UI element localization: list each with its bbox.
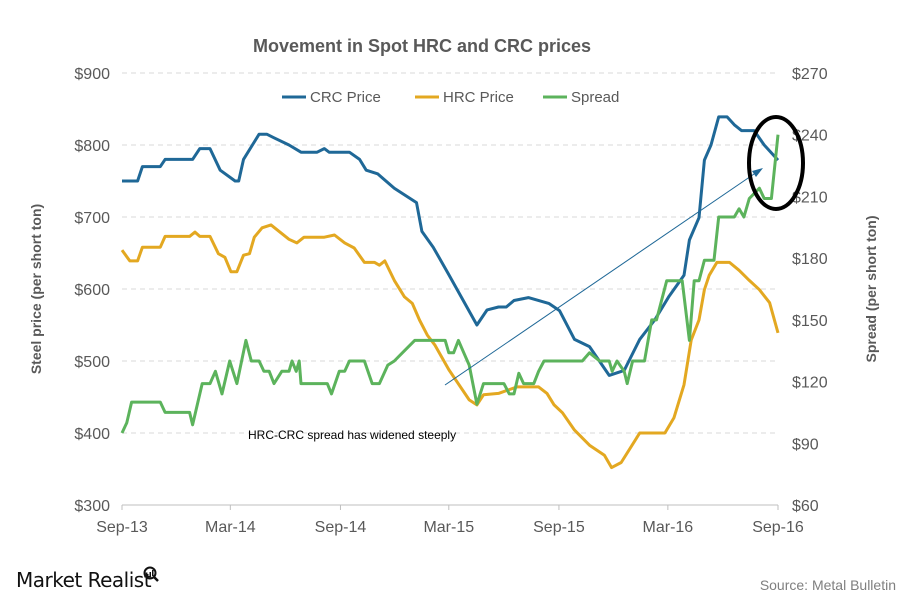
market-realist-logo: Market Realist <box>16 566 159 592</box>
y-tick-label: $800 <box>74 138 110 155</box>
x-tick-label: Sep-14 <box>315 519 367 536</box>
y2-tick-label: $120 <box>792 375 828 392</box>
series-line-spread <box>120 134 780 434</box>
gridlines <box>122 72 778 434</box>
y-tick-label: $900 <box>74 66 110 83</box>
x-tick-label: Mar-16 <box>643 519 694 536</box>
highlight-circle <box>747 115 805 211</box>
y-tick-label: $500 <box>74 354 110 371</box>
annotation-text: HRC-CRC spread has widened steeply <box>248 428 456 442</box>
x-tick-label: Sep-16 <box>752 519 804 536</box>
series-line-hrc-price <box>120 223 780 470</box>
y-axis-label: Steel price (per short ton) <box>28 204 44 374</box>
legend-label-hrc: HRC Price <box>443 89 514 106</box>
series-line-crc-price <box>122 115 780 377</box>
x-tick-label: Sep-15 <box>533 519 585 536</box>
x-tick-label: Mar-15 <box>423 519 474 536</box>
x-axis: Sep-13 Mar-14 Sep-14 Mar-15 Sep-15 Mar-16 Sep-… <box>96 505 804 536</box>
x-tick-label: Sep-13 <box>96 519 148 536</box>
trend-arrow-line <box>444 171 758 386</box>
y2-axis-label: Spread (per short ton) <box>863 215 879 362</box>
source-note: Source: Metal Bulletin <box>760 577 896 593</box>
y2-tick-label: $90 <box>792 436 819 453</box>
legend-label-spread: Spread <box>571 89 619 106</box>
y2-tick-label: $180 <box>792 251 828 268</box>
y2-tick-label: $210 <box>792 189 828 206</box>
logo-text: Market Realist <box>16 568 152 592</box>
y2-tick-label: $270 <box>792 66 828 83</box>
y-tick-label: $400 <box>74 426 110 443</box>
y-tick-label: $700 <box>74 210 110 227</box>
trend-arrow-head <box>752 168 763 177</box>
y2-tick-label: $60 <box>792 498 819 515</box>
y2-tick-label: $150 <box>792 313 828 330</box>
x-tick-label: Mar-14 <box>205 519 256 536</box>
y-axis-right: $270$240$210$180$150$120$90$60 <box>792 66 828 515</box>
series-lines <box>120 115 780 470</box>
y-tick-label: $600 <box>74 282 110 299</box>
legend-label-crc: CRC Price <box>310 89 381 106</box>
magnifier-chart-icon <box>143 566 159 582</box>
y-tick-label: $300 <box>74 498 110 515</box>
chart-title: Movement in Spot HRC and CRC prices <box>253 36 591 56</box>
legend: CRC Price HRC Price Spread <box>282 89 619 106</box>
y-axis-left: $900 $800 $700 $600 $500 $400 $300 <box>74 66 110 515</box>
